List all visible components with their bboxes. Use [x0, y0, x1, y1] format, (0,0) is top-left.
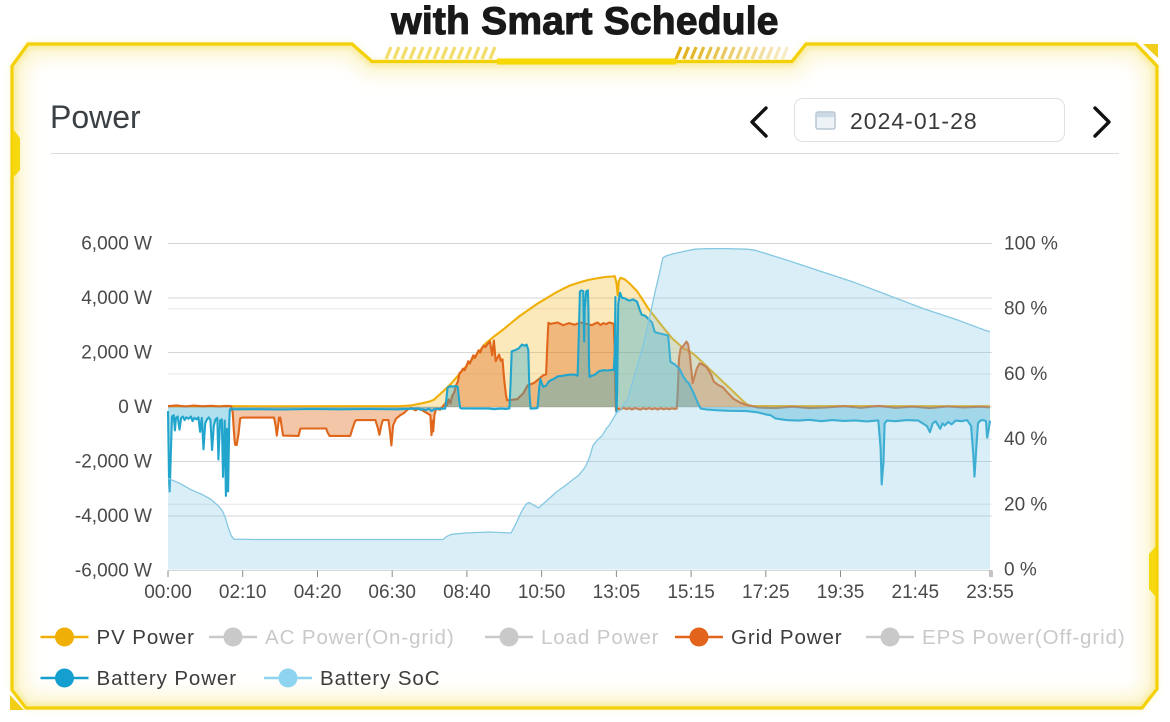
svg-text:23:55: 23:55: [966, 582, 1014, 603]
svg-text:Battery SoC: Battery SoC: [320, 667, 440, 690]
svg-text:15:15: 15:15: [667, 582, 715, 603]
svg-text:-2,000 W: -2,000 W: [75, 452, 152, 473]
svg-text:4,000 W: 4,000 W: [81, 288, 152, 309]
svg-text:80 %: 80 %: [1004, 299, 1047, 320]
svg-text:04:20: 04:20: [294, 582, 342, 603]
svg-text:-6,000 W: -6,000 W: [75, 561, 152, 582]
svg-text:40 %: 40 %: [1004, 429, 1047, 450]
svg-text:19:35: 19:35: [817, 582, 865, 603]
svg-text:-4,000 W: -4,000 W: [75, 506, 152, 527]
svg-text:PV Power: PV Power: [97, 626, 195, 649]
svg-text:0 %: 0 %: [1004, 560, 1037, 581]
svg-text:Grid Power: Grid Power: [731, 626, 843, 649]
svg-text:00:00: 00:00: [144, 582, 192, 603]
svg-text:02:10: 02:10: [219, 582, 267, 603]
svg-text:Load Power: Load Power: [541, 626, 659, 649]
svg-text:13:05: 13:05: [593, 582, 641, 603]
svg-text:AC Power(On-grid): AC Power(On-grid): [265, 626, 455, 649]
svg-text:6,000 W: 6,000 W: [81, 234, 152, 255]
svg-text:0 W: 0 W: [118, 397, 152, 418]
svg-text:08:40: 08:40: [443, 582, 491, 603]
svg-text:06:30: 06:30: [368, 582, 416, 603]
svg-text:100 %: 100 %: [1004, 234, 1058, 255]
svg-text:20 %: 20 %: [1004, 494, 1047, 515]
svg-text:21:45: 21:45: [892, 582, 940, 603]
svg-text:17:25: 17:25: [742, 582, 790, 603]
svg-text:Battery Power: Battery Power: [97, 667, 237, 690]
svg-text:EPS Power(Off-grid): EPS Power(Off-grid): [922, 626, 1126, 649]
svg-text:60 %: 60 %: [1004, 364, 1047, 385]
svg-text:10:50: 10:50: [518, 582, 566, 603]
svg-text:2,000 W: 2,000 W: [81, 343, 152, 364]
